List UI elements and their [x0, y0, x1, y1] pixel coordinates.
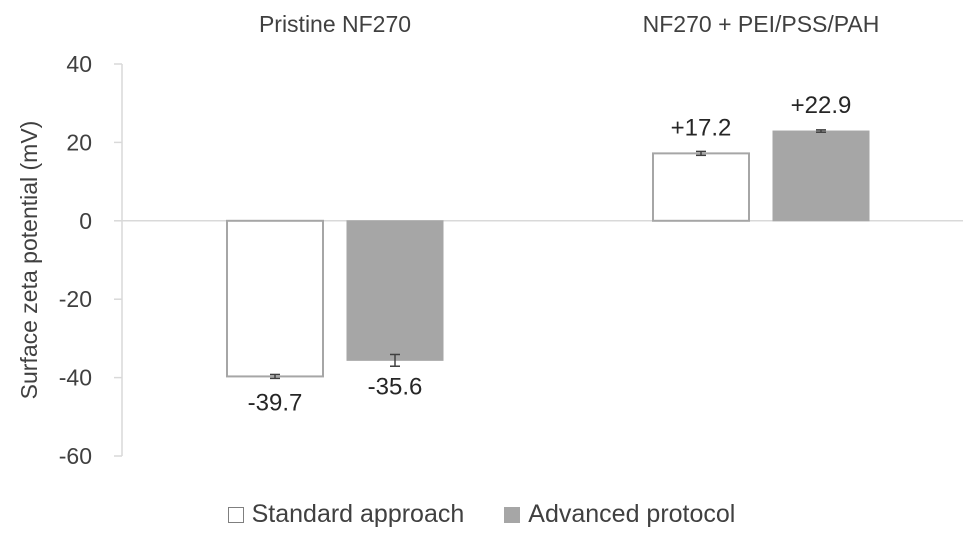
- data-label: -35.6: [368, 373, 423, 400]
- bar: [226, 219, 324, 378]
- data-label: -39.7: [248, 389, 303, 416]
- legend: Standard approach Advanced protocol: [0, 500, 963, 529]
- data-label: +22.9: [791, 92, 852, 119]
- y-tick-label: -40: [59, 365, 92, 391]
- bars-layer: [226, 129, 870, 380]
- y-tick-label: 20: [66, 129, 92, 155]
- legend-item-standard: Standard approach: [227, 500, 465, 529]
- y-tick-label: -60: [59, 443, 92, 469]
- bar: [652, 152, 750, 222]
- category-label: Pristine NF270: [259, 11, 411, 37]
- bar: [772, 130, 870, 222]
- y-tick-label: 0: [79, 208, 92, 234]
- y-axis-title: Surface zeta potential (mV): [16, 121, 42, 400]
- data-label: +17.2: [671, 114, 732, 141]
- legend-label-standard: Standard approach: [251, 500, 465, 528]
- chart: 40 20 0 -20 -40 -60 Pristine NF270 NF270 + PEI…: [16, 11, 963, 469]
- y-tick-label: -20: [59, 286, 92, 312]
- y-tick-label: 40: [66, 51, 92, 77]
- legend-swatch-advanced: [504, 506, 521, 523]
- labels-layer: Pristine NF270 NF270 + PEI/PSS/PAH -39.7 +1…: [248, 11, 880, 416]
- category-label: NF270 + PEI/PSS/PAH: [643, 11, 880, 37]
- legend-item-advanced: Advanced protocol: [504, 500, 735, 529]
- bar: [346, 220, 444, 361]
- legend-label-advanced: Advanced protocol: [528, 500, 736, 528]
- legend-swatch-standard: [227, 506, 244, 523]
